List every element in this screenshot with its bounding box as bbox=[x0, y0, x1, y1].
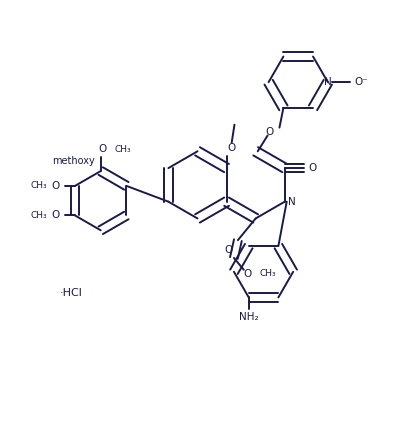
Text: O: O bbox=[51, 211, 59, 221]
Text: O: O bbox=[51, 181, 59, 191]
Text: O: O bbox=[265, 127, 274, 136]
Text: CH₃: CH₃ bbox=[115, 145, 131, 154]
Text: O: O bbox=[228, 143, 236, 153]
Text: CH₃: CH₃ bbox=[260, 269, 276, 278]
Text: ·HCl: ·HCl bbox=[60, 288, 83, 299]
Text: N: N bbox=[324, 77, 332, 87]
Text: NH₂: NH₂ bbox=[239, 312, 259, 322]
Text: N: N bbox=[288, 196, 295, 207]
Text: CH₃: CH₃ bbox=[31, 211, 47, 220]
Text: O⁻: O⁻ bbox=[355, 77, 368, 87]
Text: O: O bbox=[224, 245, 232, 255]
Text: O: O bbox=[99, 144, 107, 154]
Text: O: O bbox=[308, 163, 316, 173]
Text: O: O bbox=[244, 269, 252, 279]
Text: CH₃: CH₃ bbox=[31, 181, 47, 190]
Text: methoxy: methoxy bbox=[52, 156, 94, 166]
